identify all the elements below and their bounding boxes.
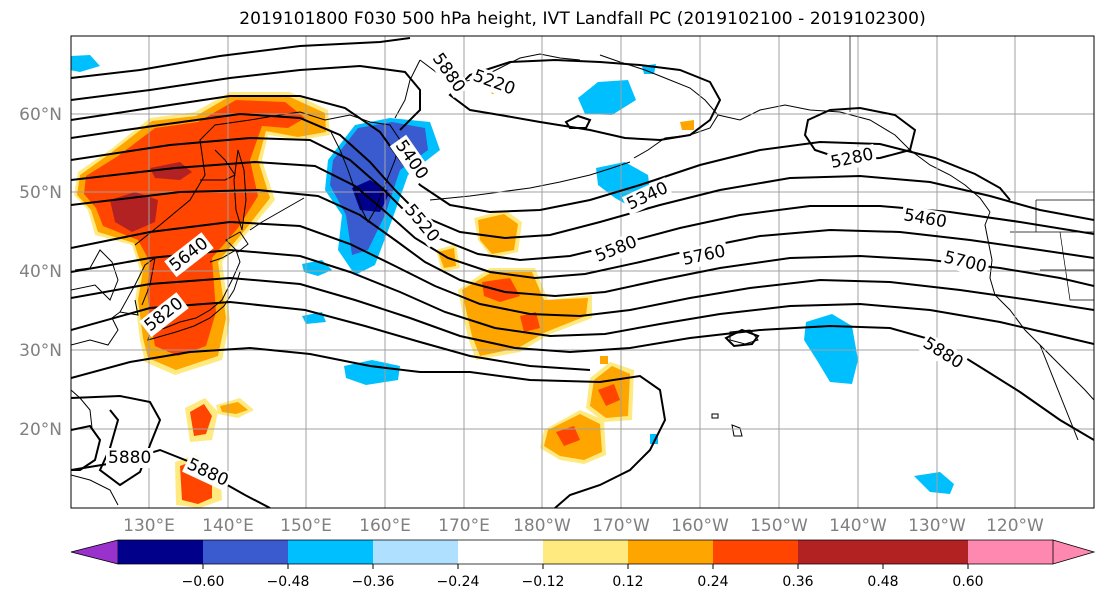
contour-label-bg <box>590 231 642 268</box>
lon-label: 140°E <box>202 516 254 536</box>
lon-label: 180°W <box>513 516 571 536</box>
lon-label: 150°W <box>750 516 808 536</box>
colorbar-tick-label: −0.60 <box>182 574 225 590</box>
contour-label-bg <box>398 198 445 248</box>
lat-label: 30°N <box>19 341 62 361</box>
contour-label-bg <box>900 204 951 233</box>
colorbar-segment <box>628 540 713 564</box>
contour-label: 5760 <box>681 241 727 270</box>
figure-title: 2019101800 F030 500 hPa height, IVT Land… <box>239 9 926 29</box>
contour-label-bg <box>939 246 991 278</box>
contour-label: 5700 <box>942 247 989 277</box>
colorbar-segment <box>798 540 883 564</box>
colorbar-segment <box>373 540 458 564</box>
colorbar-tick-label: −0.48 <box>267 574 310 590</box>
colorbar-extend-max <box>1052 539 1096 565</box>
contour-label: 5880 <box>108 448 151 468</box>
lon-label: 160°W <box>671 516 729 536</box>
contour-label-bg <box>621 177 674 216</box>
lat-label: 60°N <box>19 105 62 125</box>
colorbar-tick-label: −0.12 <box>522 574 565 590</box>
colorbar-tick-label: 0.12 <box>612 574 643 590</box>
latitude-labels: 60°N 50°N 40°N 30°N 20°N <box>19 105 62 440</box>
longitude-labels: 130°E 140°E 150°E 160°E 170°E 180°W 170°… <box>123 516 1044 536</box>
map-frame <box>70 35 1095 509</box>
contour-label-bg <box>106 448 154 468</box>
colorbar-segment <box>118 540 203 564</box>
lon-label: 130°W <box>908 516 966 536</box>
lon-label: 120°W <box>986 516 1044 536</box>
ivt-negative-kamchatka <box>325 118 440 275</box>
colorbar-tick-label: −0.36 <box>352 574 395 590</box>
contour-label-bg <box>164 232 214 278</box>
lon-label: 130°E <box>123 516 175 536</box>
lon-label: 140°W <box>829 516 887 536</box>
lon-label: 160°E <box>359 516 411 536</box>
colorbar: −0.60 −0.48 −0.36 −0.24 −0.12 0.12 0.24 … <box>70 539 1096 590</box>
colorbar-segment <box>458 540 543 564</box>
contour-label: 5880 <box>919 333 966 373</box>
contour-label-bg <box>139 292 189 338</box>
contour-label-bg <box>917 332 969 375</box>
contour-label: 5580 <box>592 232 640 267</box>
colorbar-tick-label: 0.60 <box>952 574 983 590</box>
lon-label: 150°E <box>280 516 332 536</box>
lon-label: 170°E <box>438 516 490 536</box>
contour-label-bg <box>678 240 730 271</box>
colorbar-segment <box>543 540 628 564</box>
colorbar-tick-label: 0.24 <box>697 574 728 590</box>
colorbar-tick-label: 0.48 <box>867 574 898 590</box>
lat-label: 50°N <box>19 183 62 203</box>
contour-label-bg <box>182 453 234 492</box>
contour-label-bg <box>826 143 878 174</box>
ivt-shading <box>71 55 954 508</box>
contour-label-bg <box>389 134 434 185</box>
lon-label: 170°W <box>592 516 650 536</box>
contour-label-bg <box>426 47 471 98</box>
colorbar-tick-label: 0.36 <box>782 574 813 590</box>
lat-label: 40°N <box>19 262 62 282</box>
colorbar-tick-label: −0.24 <box>437 574 480 590</box>
colorbar-segment <box>288 540 373 564</box>
colorbar-segment <box>968 540 1053 564</box>
colorbar-segment <box>883 540 968 564</box>
contour-label-bg <box>468 65 520 101</box>
colorbar-ticks <box>202 564 969 569</box>
colorbar-extend-min <box>70 539 119 565</box>
colorbar-segment <box>713 540 798 564</box>
contour-label: 5280 <box>829 144 875 173</box>
contour-label: 5460 <box>902 205 948 232</box>
colorbar-segment <box>203 540 288 564</box>
lat-label: 20°N <box>19 420 62 440</box>
